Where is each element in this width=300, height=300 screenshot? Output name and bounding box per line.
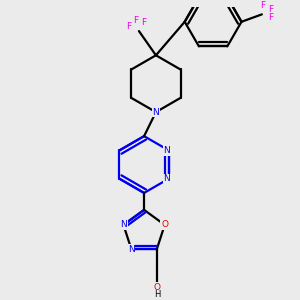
Text: N: N [128,244,135,253]
Text: O: O [161,220,168,230]
Text: F: F [260,1,265,10]
Text: N: N [152,108,159,117]
Text: F: F [268,5,273,14]
Text: O: O [153,283,160,292]
Text: F: F [141,18,146,27]
Text: N: N [163,174,170,183]
Text: N: N [120,220,127,230]
Text: F: F [127,22,132,31]
Text: F: F [133,16,138,25]
Text: H: H [154,290,160,299]
Text: F: F [268,13,273,22]
Text: N: N [163,146,170,155]
